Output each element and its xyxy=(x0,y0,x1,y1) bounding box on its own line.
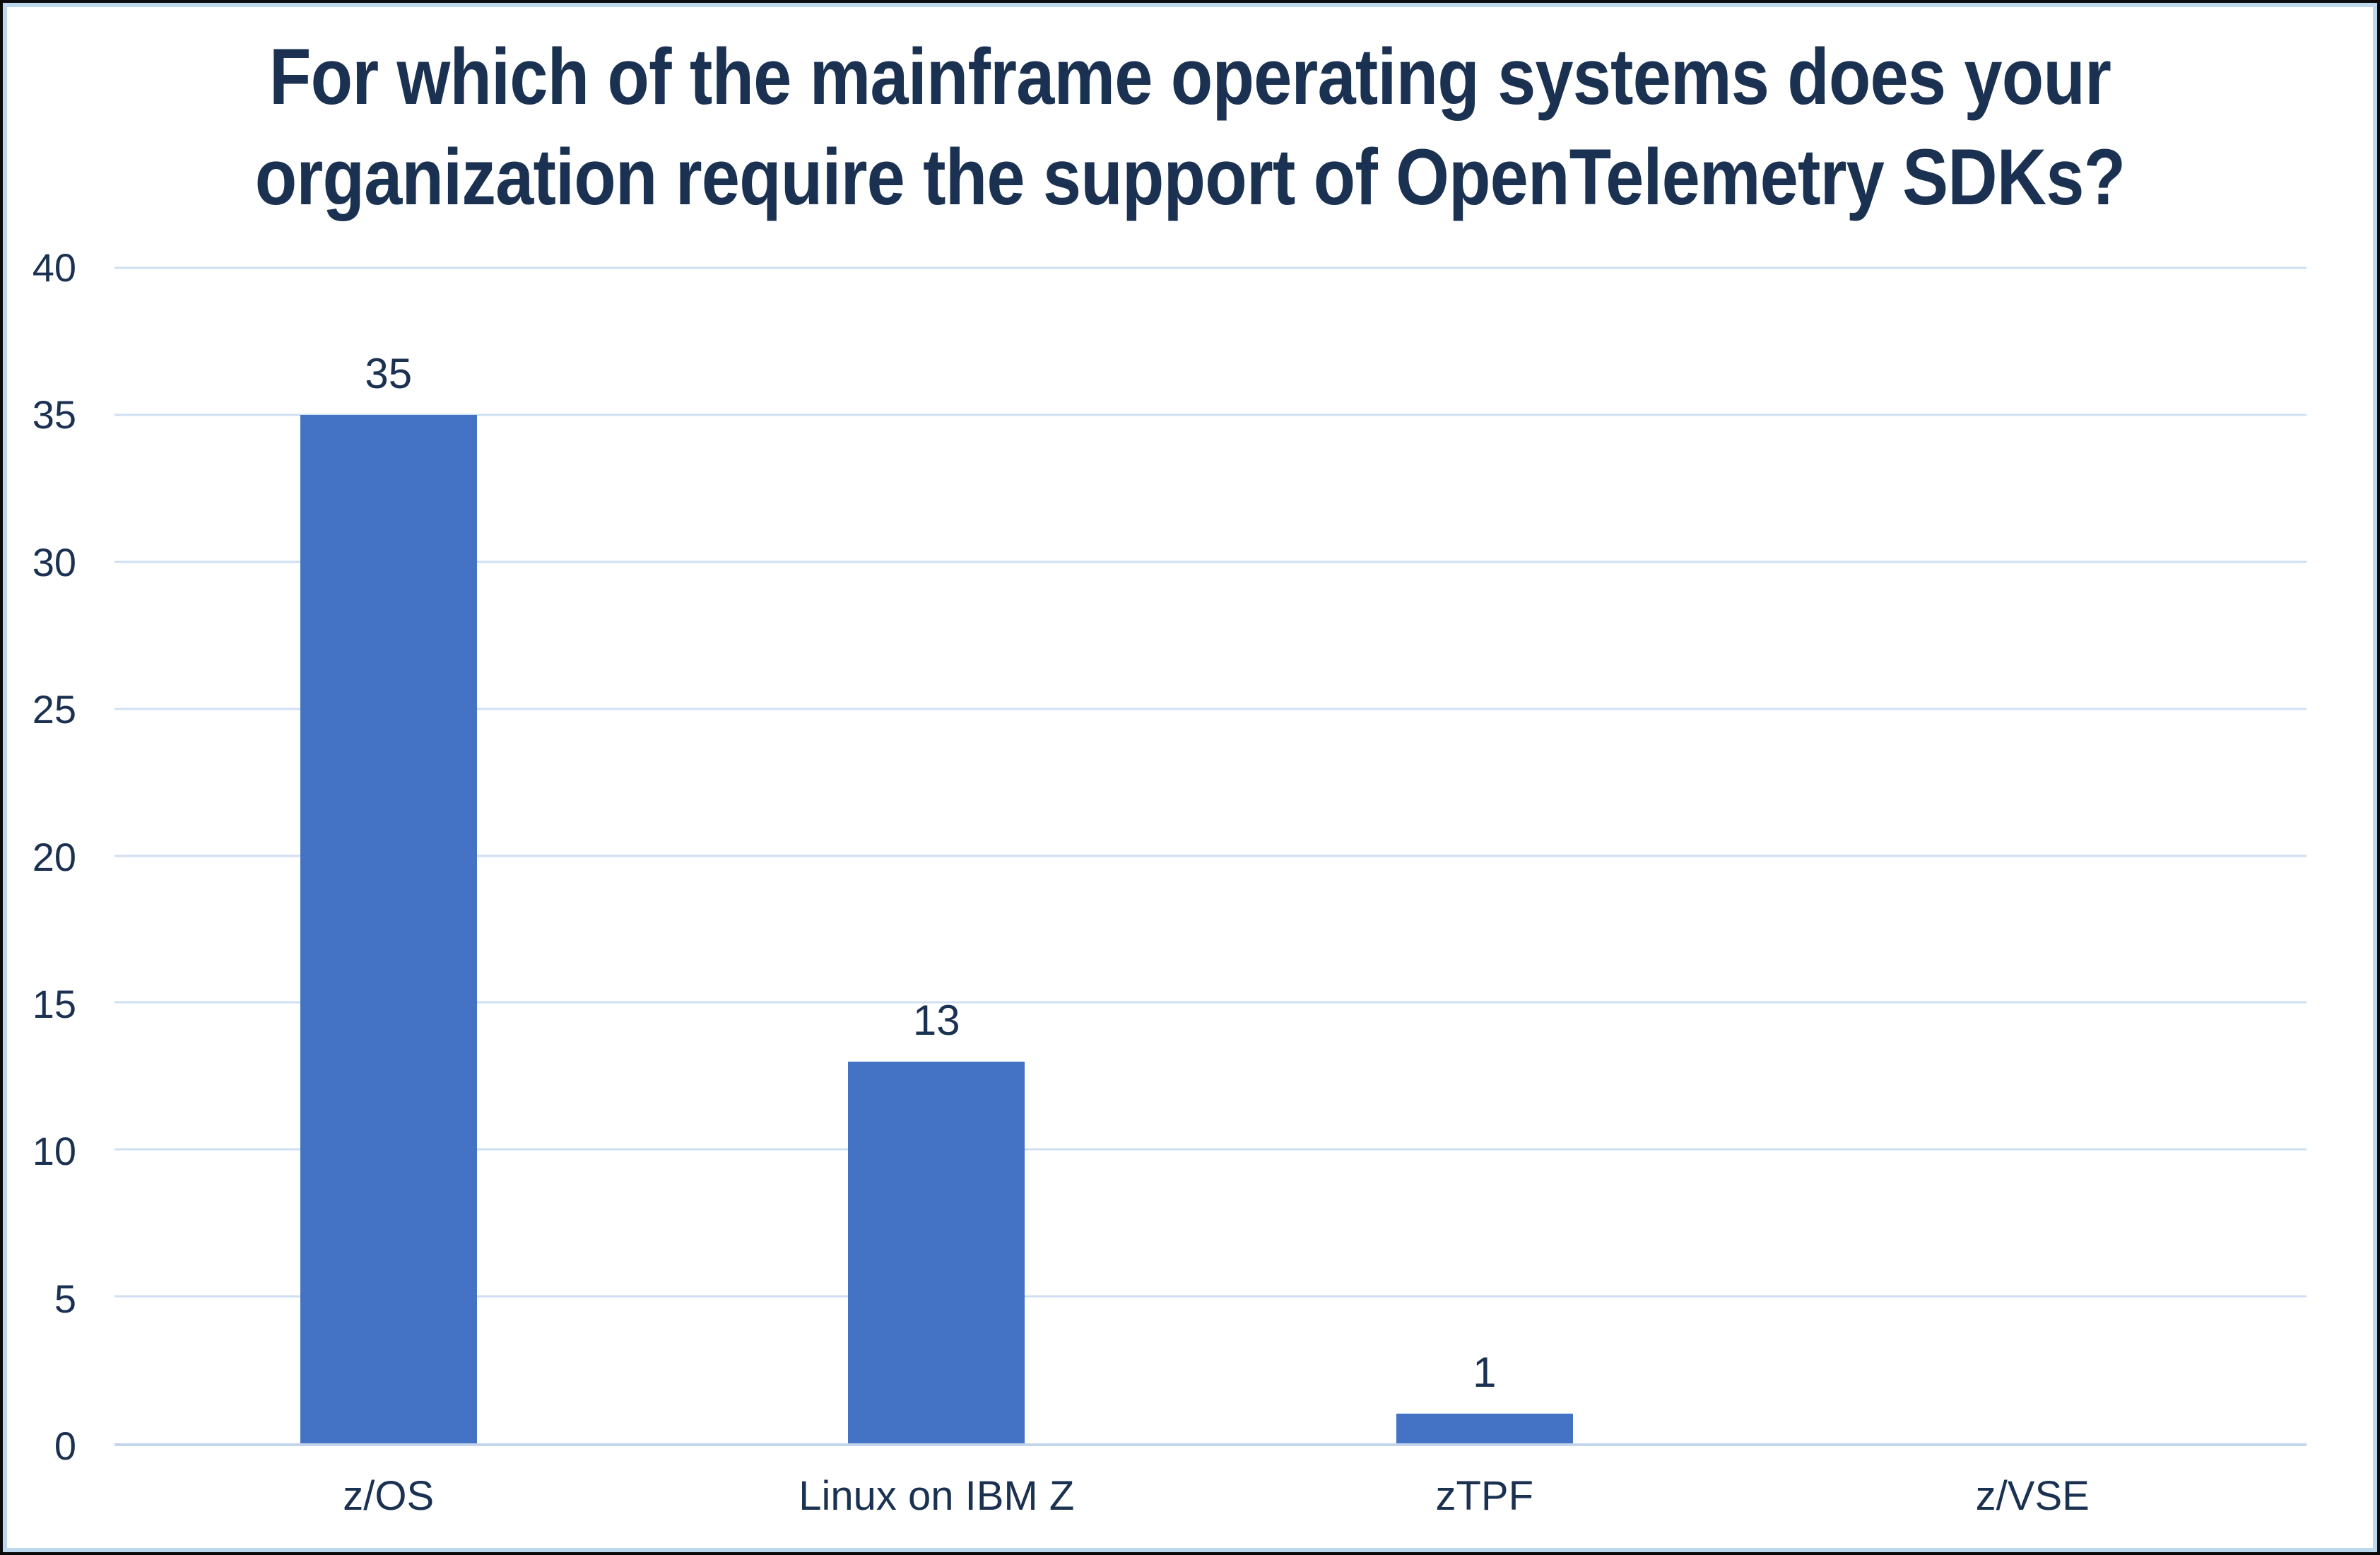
gridline xyxy=(114,266,2307,269)
chart-title: For which of the mainframe operating sys… xyxy=(157,27,2222,228)
gridline xyxy=(114,413,2307,416)
chart-title-line-2: organization require the support of Open… xyxy=(254,133,2126,221)
y-tick-label: 15 xyxy=(32,981,76,1026)
bar-value-label: 1 xyxy=(1473,1349,1497,1397)
gridline xyxy=(114,1001,2307,1004)
bar-slot: 1 zTPF xyxy=(1210,268,1759,1517)
y-axis: 0 5 10 15 20 25 30 35 40 xyxy=(3,248,76,1466)
x-axis-label: zTPF xyxy=(1435,1473,1534,1519)
x-axis-label: z/OS xyxy=(343,1473,435,1519)
bar-slot: 13 Linux on IBM Z xyxy=(663,268,1211,1516)
y-tick-label: 35 xyxy=(32,392,76,438)
gridline xyxy=(114,561,2307,563)
x-axis-label: Linux on IBM Z xyxy=(799,1473,1075,1519)
bar-slot: 35 z/OS xyxy=(114,268,663,1517)
y-tick-label: 25 xyxy=(32,687,76,732)
gridline xyxy=(114,1295,2307,1298)
y-tick-label: 30 xyxy=(32,539,76,585)
bar-value-label: 35 xyxy=(365,349,413,397)
chart-title-line-1: For which of the mainframe operating sys… xyxy=(269,33,2111,121)
gridline xyxy=(114,855,2307,857)
x-axis-label: z/VSE xyxy=(1975,1473,2090,1519)
gridline xyxy=(114,1148,2307,1151)
bar xyxy=(300,414,477,1443)
bar xyxy=(1396,1414,1573,1443)
bar-value-label: 13 xyxy=(912,996,960,1044)
bar xyxy=(848,1061,1025,1443)
bar-slot: z/VSE xyxy=(1759,268,2307,1517)
plot-area: 35 z/OS 13 Linux on IBM Z 1 zTPF z/VSE xyxy=(114,266,2307,1517)
y-tick-label: 5 xyxy=(54,1276,76,1321)
y-tick-label: 10 xyxy=(32,1129,76,1174)
y-tick-label: 40 xyxy=(32,245,76,290)
y-tick-label: 0 xyxy=(54,1424,76,1468)
y-tick-label: 20 xyxy=(32,834,76,879)
gridline xyxy=(114,708,2307,710)
